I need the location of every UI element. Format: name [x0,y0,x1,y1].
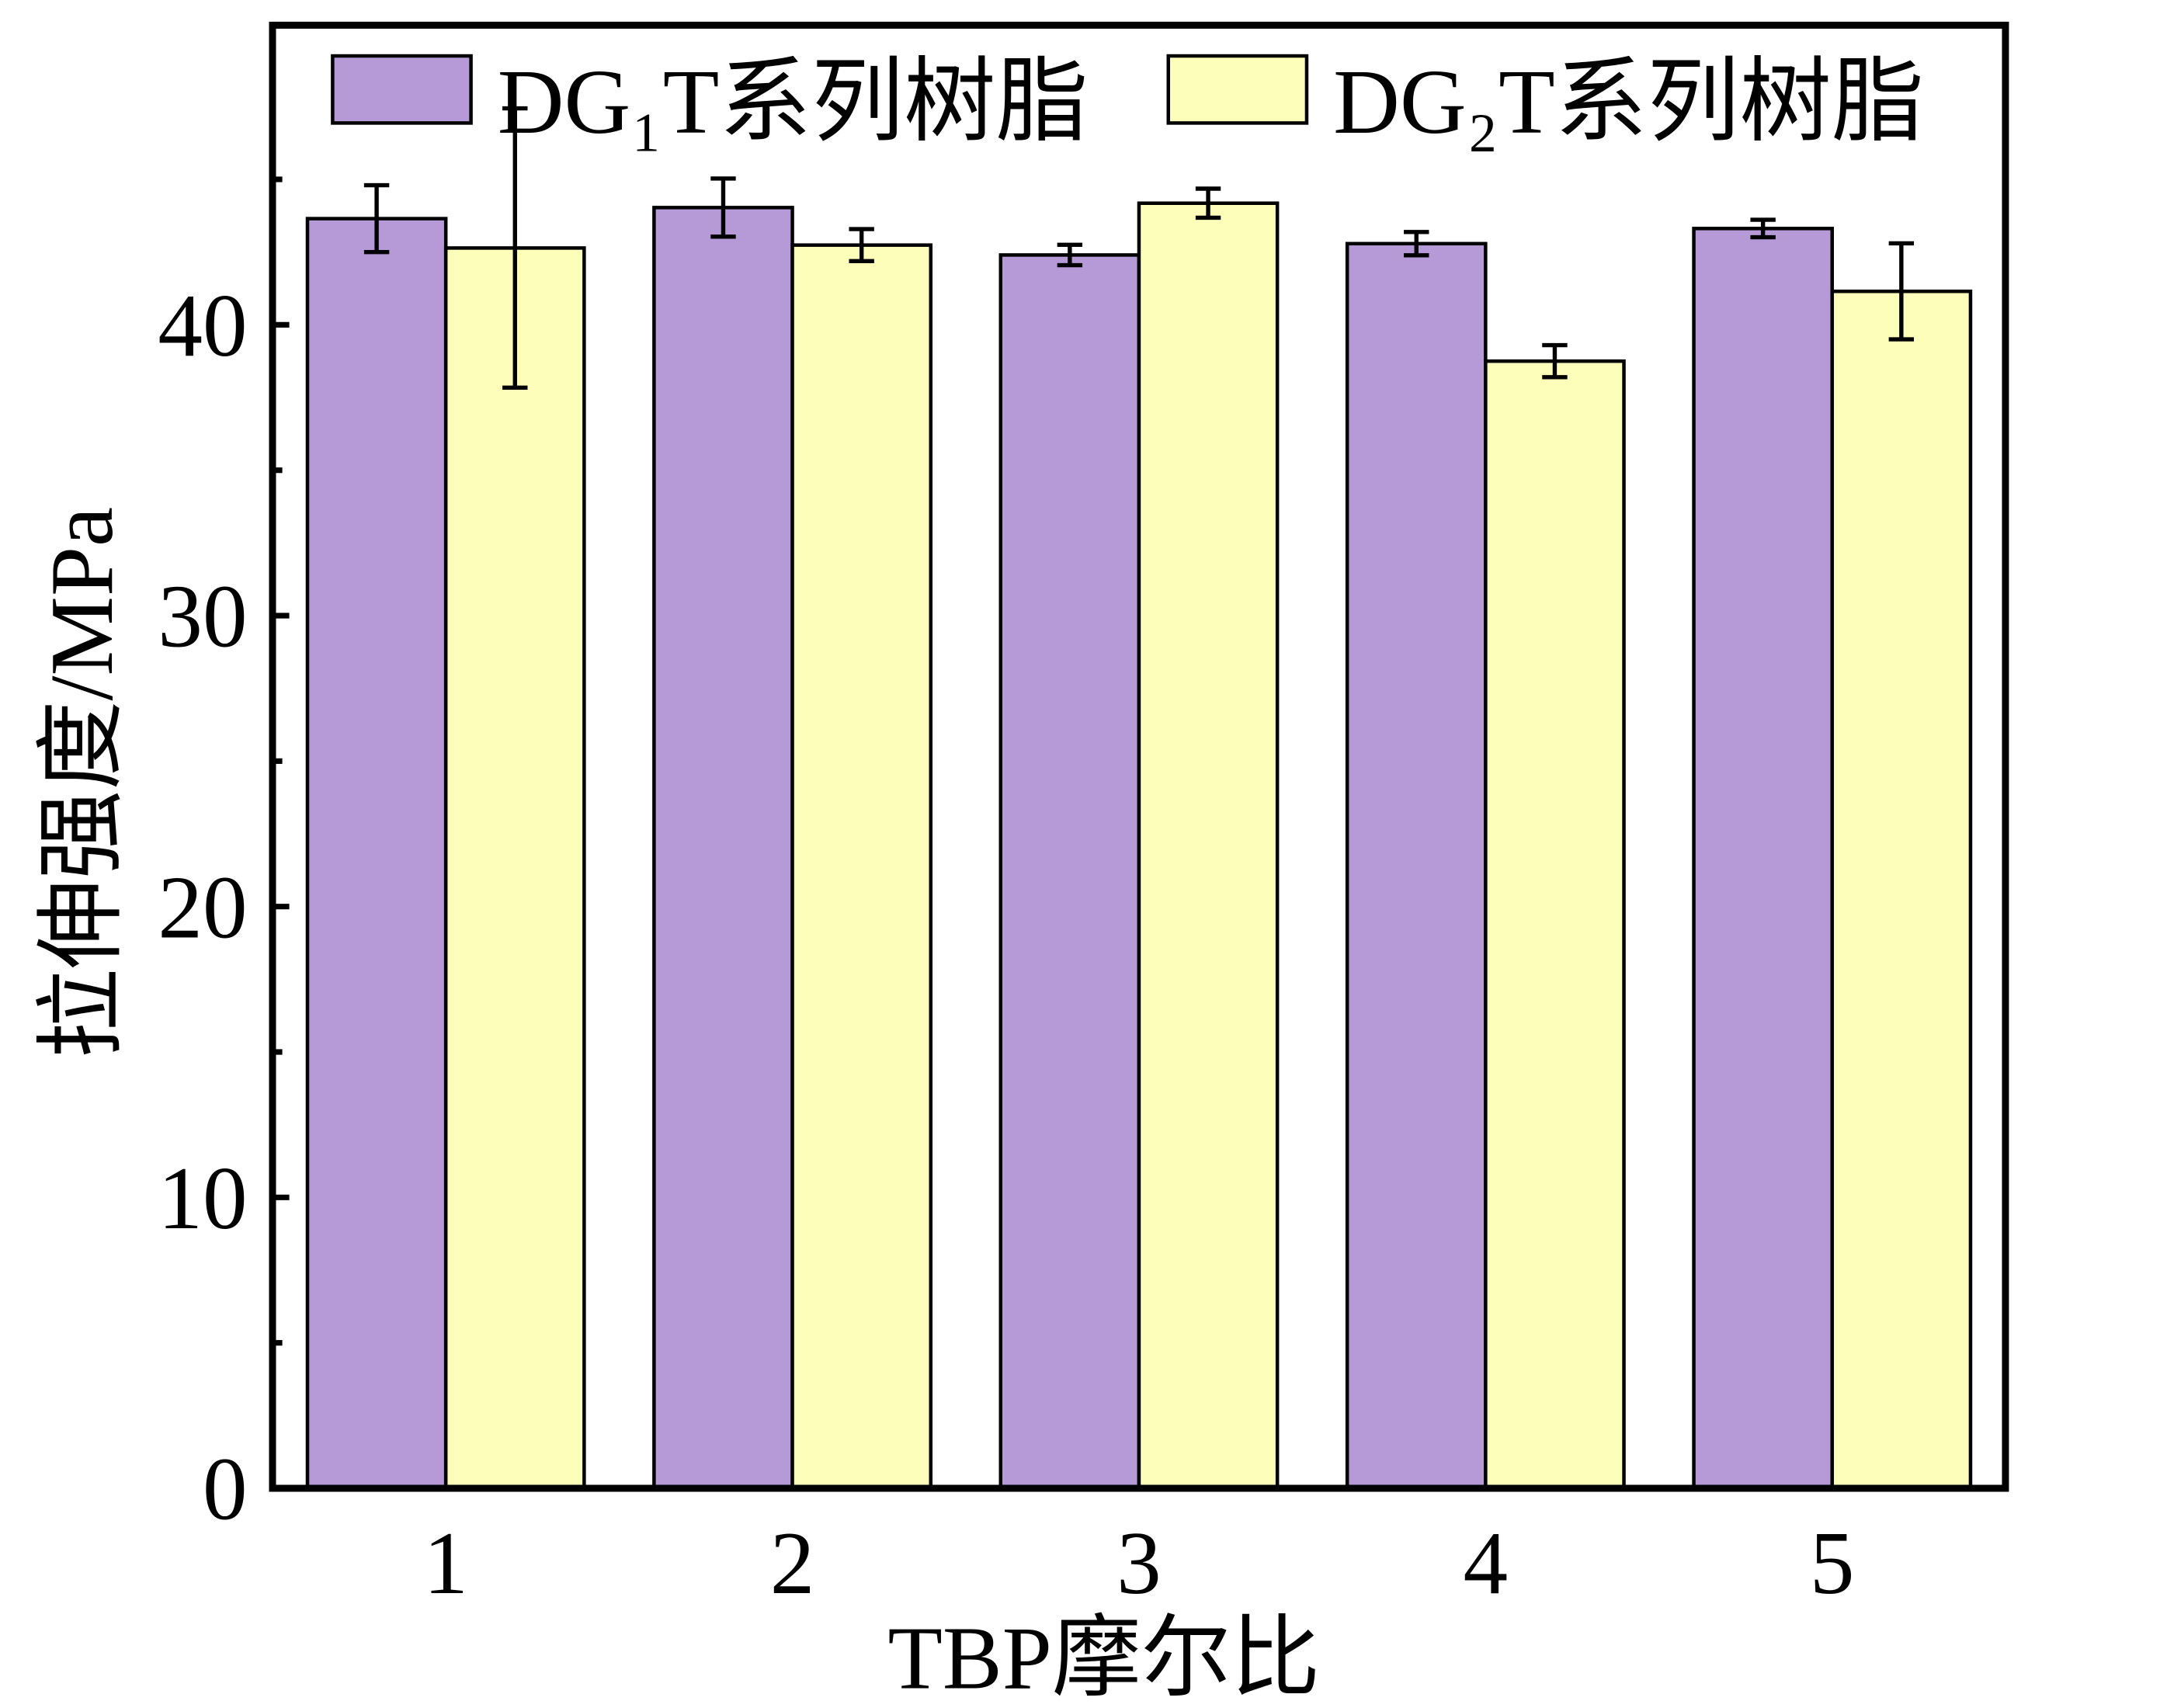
y-tick-label: 40 [158,276,247,375]
y-tick-label: 10 [158,1148,247,1248]
x-tick-label: 4 [1464,1513,1509,1613]
y-tick-label: 30 [158,567,247,666]
bar [305,217,448,1491]
error-bar [363,182,390,255]
plot-frame [269,21,2009,1492]
bar [1692,227,1834,1491]
bar [790,243,933,1491]
error-bar [1195,186,1221,220]
bar [1345,241,1488,1491]
bar [652,206,794,1491]
x-tick-label: 1 [423,1513,468,1613]
bar [1137,201,1280,1491]
legend-swatch [1166,54,1309,125]
error-bar [1750,217,1776,240]
error-bar [1404,230,1429,258]
error-bar [1542,342,1568,380]
y-axis-label: 拉伸强度/MPa [32,507,131,1058]
y-tick-label: 0 [203,1439,248,1539]
error-bar [849,227,874,264]
legend-swatch [331,54,473,125]
x-tick-label: 5 [1810,1513,1855,1613]
legend-label: DG₂T系列树脂 [1333,50,1924,153]
error-bar [1057,242,1083,268]
y-tick-label: 20 [158,857,247,956]
x-tick-label: 2 [770,1513,815,1613]
error-bar [502,106,528,390]
x-axis-label: TBP摩尔比 [888,1608,1321,1707]
bar [1830,290,1973,1491]
error-bar [1888,241,1915,342]
x-tick-label: 3 [1117,1513,1162,1613]
error-bar [710,176,736,239]
bar [443,246,586,1491]
bar [998,253,1141,1491]
bar [1484,359,1626,1491]
legend-label: DG₁T系列树脂 [498,50,1089,153]
